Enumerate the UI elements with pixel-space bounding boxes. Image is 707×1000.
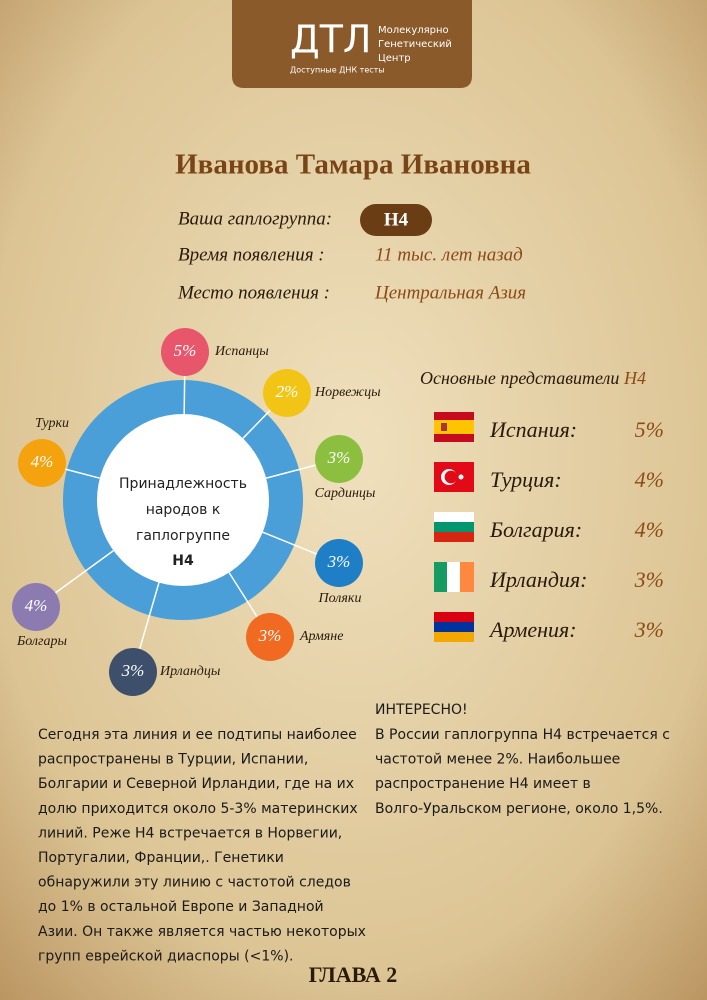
info-label: Место появления :	[177, 282, 330, 303]
paragraph-line: линий. Реже H4 встречается в Норвегии,	[38, 825, 342, 841]
logo-line: Молекулярно	[378, 25, 449, 36]
info-label: Время появления :	[178, 244, 325, 265]
paragraph-line: Португалии, Франции,. Генетики	[38, 850, 284, 866]
people-name: Ирландцы	[159, 664, 220, 679]
country: Испания:	[489, 417, 577, 442]
info-value: Центральная Азия	[374, 282, 526, 303]
country-share: 3%	[634, 617, 664, 642]
haplogroup-pill	[360, 204, 432, 236]
country: Ирландия:	[489, 567, 588, 592]
people-circle	[109, 648, 157, 696]
people-name: Испанцы	[214, 344, 269, 359]
connector	[183, 375, 186, 415]
center-text: народов к	[146, 502, 221, 518]
people-name: Армяне	[299, 629, 343, 644]
paragraph-line: распространены в Турции, Испании,	[38, 752, 308, 768]
people-circle	[18, 439, 66, 487]
logo-line: Генетический	[378, 39, 452, 50]
people-share: 2%	[276, 382, 299, 401]
people-share: 4%	[25, 596, 48, 615]
flag-armenia	[434, 612, 474, 642]
connector	[265, 464, 316, 479]
paragraph-line: Сегодня эта линия и ее подтипы наиболее	[38, 727, 357, 743]
connector	[65, 468, 101, 479]
center-text: Принадлежность	[119, 476, 247, 492]
people-circle	[161, 328, 209, 376]
paragraph-line: групп еврейской диаспоры (<1%).	[38, 948, 294, 964]
footer: ГЛАВА 2	[309, 962, 398, 987]
ring-inner	[97, 414, 269, 586]
people-share: 5%	[174, 341, 197, 360]
people-share: 3%	[121, 661, 145, 680]
info-value: H4	[384, 209, 409, 230]
connector	[262, 531, 318, 555]
center-text: H4	[172, 553, 194, 569]
logo-name: ДТЛ	[290, 18, 371, 62]
paragraph-line: Болгарии и Северной Ирландии, где на их	[38, 776, 354, 792]
country-share: 4%	[635, 467, 664, 492]
reps-title: Основные представители	[420, 368, 619, 388]
note-line: распространение H4 имеет в	[375, 776, 591, 792]
connector	[138, 582, 160, 650]
note-line: Волго-Уральском регионе, около 1,5%.	[375, 801, 663, 817]
info-label: Ваша гаплогруппа:	[178, 208, 332, 229]
logo-tagline: Доступные ДНК тесты	[290, 66, 385, 75]
country-share: 5%	[635, 417, 664, 442]
country-share: 4%	[635, 517, 664, 542]
people-circle	[315, 539, 363, 587]
people-name: Турки	[35, 416, 69, 431]
reps-haplogroup: H4	[623, 368, 646, 388]
country: Турция:	[490, 467, 562, 492]
info-value: 11 тыс. лет назад	[375, 244, 523, 265]
logo-tab	[232, 0, 472, 88]
people-share: 4%	[31, 452, 54, 471]
country: Болгария:	[489, 517, 582, 542]
connector	[242, 409, 271, 439]
note-heading: ИНТЕРЕСНО!	[375, 702, 468, 718]
paragraph-line: обнаружили эту линию с частотой следов	[38, 875, 351, 891]
people-circle	[315, 435, 363, 483]
people-name: Норвежцы	[314, 385, 381, 400]
paragraph-line: Азии. Он также является частью некоторых	[38, 924, 366, 940]
people-circle	[12, 583, 60, 631]
people-share: 3%	[327, 552, 351, 571]
people-name: Сардинцы	[315, 486, 376, 501]
flag-bulgaria	[434, 512, 474, 542]
paragraph-line: до 1% в остальной Европе и Западной	[38, 899, 324, 915]
diagram	[63, 380, 303, 620]
center-text: гаплогруппе	[136, 528, 230, 544]
person-name: Иванова Тамара Ивановна	[175, 149, 531, 181]
flag-turkey	[434, 462, 474, 492]
people-circle	[263, 369, 311, 417]
note-line: В России гаплогруппа H4 встречается с	[375, 727, 670, 743]
connector	[228, 572, 258, 618]
connector	[54, 550, 114, 594]
logo-line: Центр	[378, 53, 411, 64]
note-line: частотой менее 2%. Наибольшее	[375, 752, 620, 768]
flag-spain	[434, 412, 474, 442]
people-name: Поляки	[318, 591, 362, 606]
flag-ireland	[434, 562, 474, 592]
country: Армения:	[488, 617, 577, 642]
country-share: 3%	[634, 567, 664, 592]
people-name: Болгары	[16, 634, 67, 649]
people-share: 3%	[327, 448, 351, 467]
paragraph-line: долю приходится около 5-3% материнских	[38, 801, 358, 817]
people-circle	[246, 613, 294, 661]
people-share: 3%	[258, 626, 282, 645]
